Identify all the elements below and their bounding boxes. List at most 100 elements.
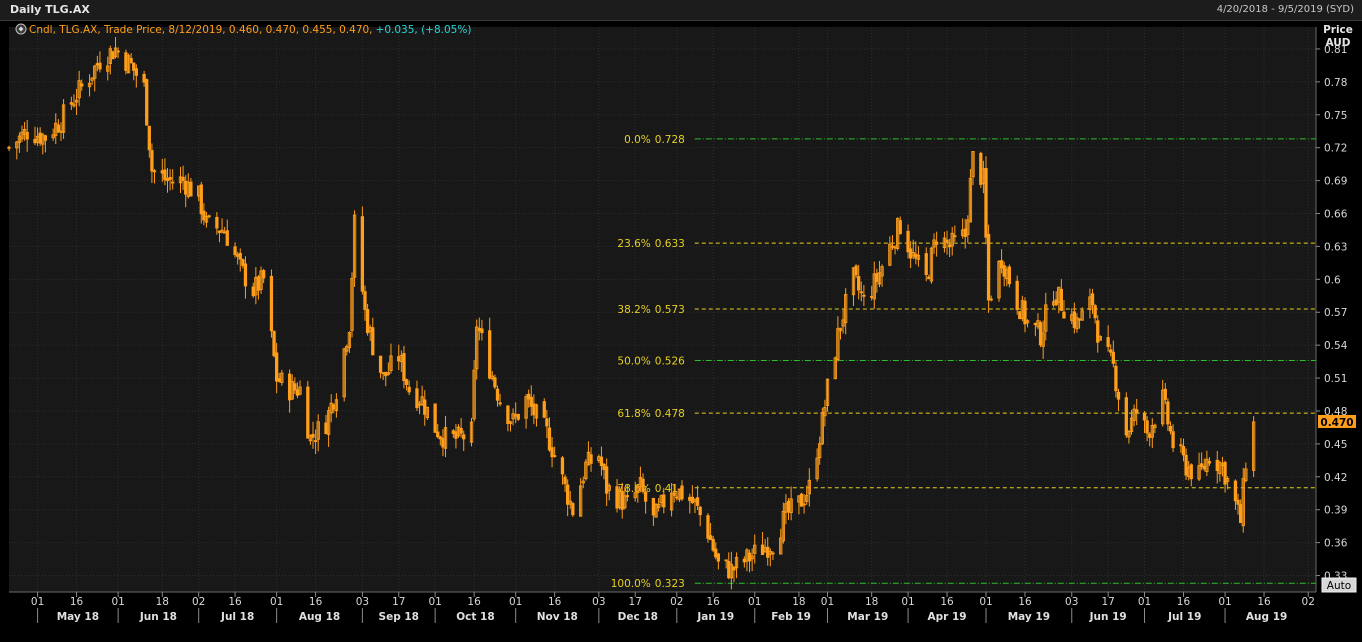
candle-body	[766, 546, 770, 558]
candle-body	[308, 435, 313, 442]
candle-body	[862, 294, 866, 297]
candle-body	[454, 431, 458, 439]
x-tick-month: Jan 19	[696, 611, 734, 623]
candle-body	[929, 247, 934, 282]
x-tick-month: Aug 19	[1246, 611, 1287, 623]
candle-body	[916, 254, 921, 260]
candle-body	[298, 386, 302, 395]
candle-body	[1044, 304, 1048, 332]
candle-body	[207, 215, 211, 218]
candle-body	[95, 63, 99, 66]
candle-body	[313, 440, 318, 443]
candle-body	[272, 331, 276, 357]
auto-button-label[interactable]: Auto	[1327, 580, 1351, 592]
auto-scale-button[interactable]: Auto	[1321, 577, 1357, 593]
candle-body	[493, 377, 497, 388]
candle-body	[547, 427, 552, 451]
candle-body	[729, 563, 734, 579]
fibonacci-levels: 0.0% 0.728 23.6% 0.633 38.2% 0.573 50.0% 0.526 6…	[611, 134, 1316, 590]
candle-body	[363, 291, 367, 310]
candle-body	[620, 490, 624, 510]
candle-body	[857, 276, 861, 291]
candle-body	[251, 286, 255, 297]
candle-body	[542, 401, 546, 418]
y-tick-label: 0.42	[1324, 472, 1347, 484]
candle-body	[1205, 458, 1209, 472]
date-range[interactable]: 4/20/2018 - 9/5/2019 (SYD)	[1216, 4, 1354, 15]
candle-body	[927, 276, 931, 280]
candle-body	[1007, 266, 1012, 285]
y-tick-label: 0.63	[1324, 241, 1347, 253]
candle-body	[425, 406, 429, 419]
candle-body	[1241, 478, 1245, 527]
candle-body	[1218, 462, 1222, 475]
candle-body	[163, 169, 167, 181]
y-tick-label: 0.81	[1324, 44, 1347, 56]
candle-body	[1163, 388, 1167, 400]
candle-body	[15, 141, 19, 149]
x-tick-day: 16	[467, 596, 481, 608]
candle-body	[217, 230, 222, 233]
candle-body	[1161, 389, 1165, 425]
candle-body	[423, 399, 427, 415]
candle-body	[966, 219, 970, 235]
candle-body	[111, 51, 115, 60]
x-tick-day: 01	[31, 596, 44, 608]
candle-body	[233, 246, 237, 256]
candle-body	[906, 230, 910, 253]
candle-body	[451, 430, 455, 434]
candle-body	[815, 457, 819, 480]
candle-body	[1096, 320, 1100, 343]
x-tick-day: 18	[792, 596, 805, 608]
y-tick-label: 0.51	[1324, 373, 1347, 385]
candle-body	[223, 231, 227, 234]
fib-level-pct: 23.6%	[617, 238, 650, 250]
candle-body	[753, 544, 757, 554]
candle-body	[524, 396, 528, 419]
candle-body	[1002, 265, 1006, 277]
candle-body	[415, 388, 419, 409]
candle-body	[1109, 349, 1113, 353]
candle-body	[20, 131, 24, 140]
x-tick-month: Sep 18	[379, 611, 419, 623]
candle-body	[171, 181, 175, 184]
candlestick-chart[interactable]: 0.0% 0.728 23.6% 0.633 38.2% 0.573 50.0% 0.526 6…	[0, 21, 1362, 642]
candle-body	[295, 389, 300, 396]
candle-body	[360, 216, 365, 292]
candle-body	[199, 184, 203, 215]
x-tick-month: Nov 18	[537, 611, 578, 623]
candle-body	[695, 497, 700, 506]
x-tick-month: Jun 18	[139, 611, 177, 623]
candle-body	[1062, 311, 1066, 319]
candle-body	[690, 496, 695, 504]
candle-body	[781, 510, 785, 542]
x-tick-day: 02	[1302, 596, 1315, 608]
x-tick-month: Dec 18	[618, 611, 658, 623]
candle-body	[589, 454, 593, 464]
x-tick-day: 16	[706, 596, 720, 608]
candle-body	[280, 372, 284, 383]
candle-body	[890, 245, 895, 248]
candle-body	[942, 237, 947, 249]
candle-body	[7, 146, 11, 149]
y-tick-label: 0.75	[1324, 110, 1347, 122]
candle-body	[579, 485, 583, 517]
x-tick-day: 16	[1177, 596, 1191, 608]
candle-body	[1238, 504, 1243, 524]
candle-body	[1015, 280, 1019, 311]
candle-body	[789, 498, 793, 514]
candle-body	[732, 566, 736, 571]
candle-body	[534, 404, 539, 419]
y-tick-label: 0.36	[1324, 538, 1348, 550]
time-axis[interactable]: 01 May 18 16 01 Jun 18 18 02 Jul 18 16 01 Aug 18 16…	[9, 591, 1316, 623]
candle-body	[1236, 499, 1240, 505]
candle-body	[345, 346, 349, 352]
candle-body	[236, 254, 240, 257]
candle-body	[571, 503, 575, 516]
candle-body	[347, 332, 352, 349]
candle-body	[662, 494, 666, 508]
candle-body	[1244, 468, 1248, 481]
price-axis[interactable]: 0.81 0.78 0.75 0.72 0.69 0.66 0.63 0.6 0.57 0.54 0…	[1315, 27, 1348, 592]
candle-body	[997, 260, 1001, 299]
